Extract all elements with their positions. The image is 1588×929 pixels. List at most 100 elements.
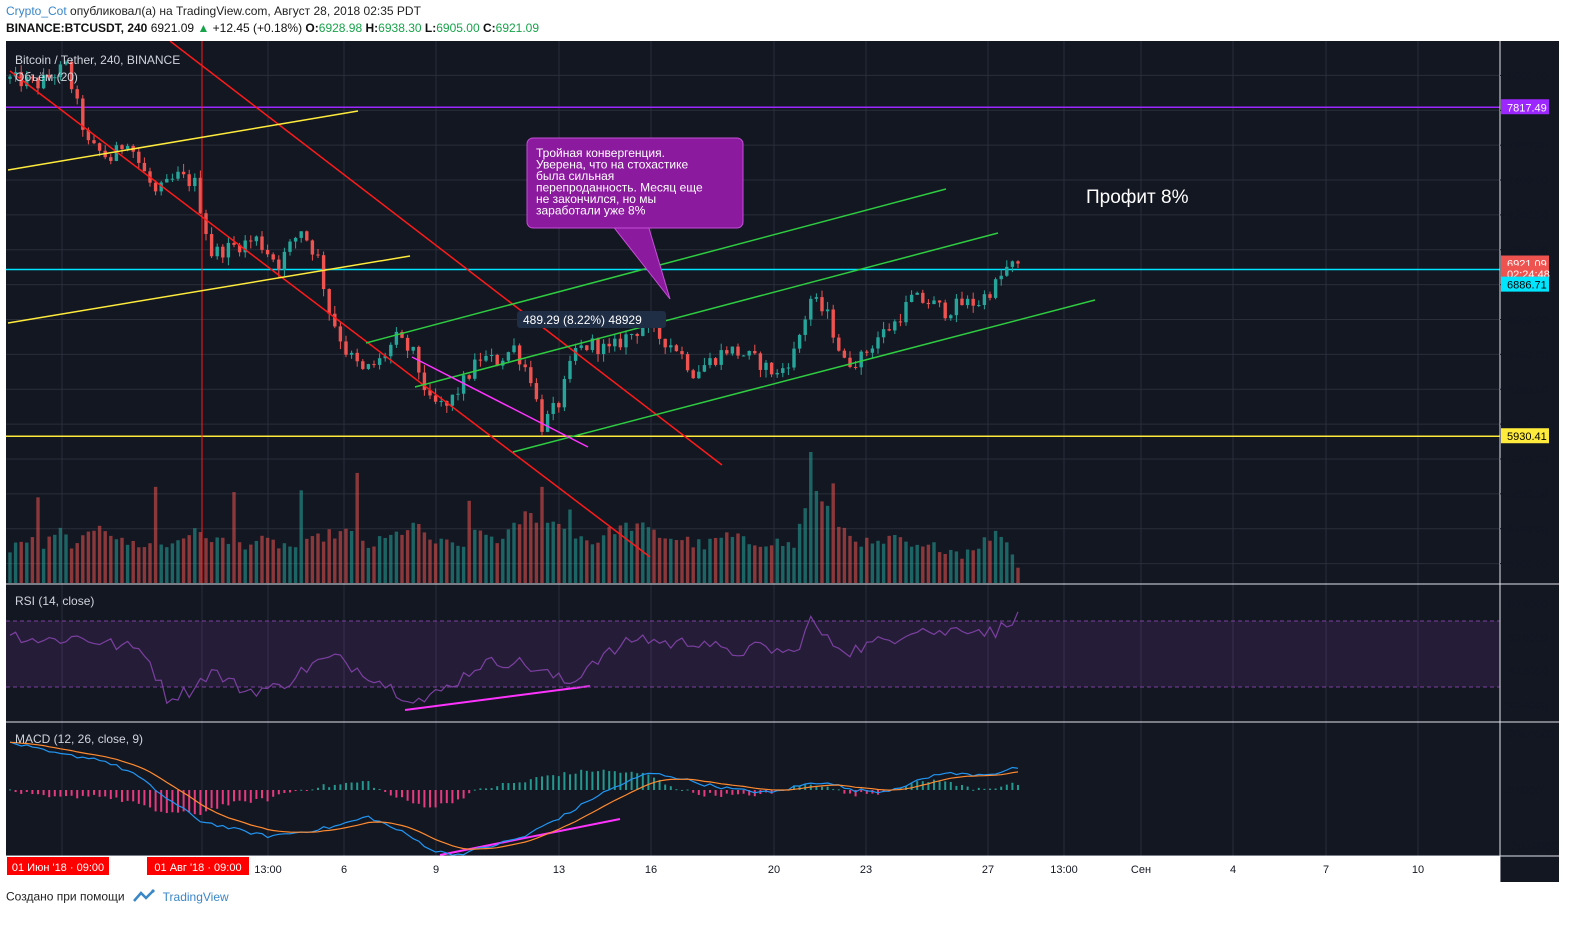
candle — [456, 387, 460, 401]
volume-bar — [226, 543, 231, 583]
change-arrow-icon: ▲ — [197, 21, 210, 35]
volume-bar — [53, 534, 57, 583]
publish-line: Crypto_Cot опубликовал(а) на TradingView… — [6, 4, 421, 18]
candle — [814, 293, 819, 302]
candle — [120, 144, 124, 155]
candle — [265, 244, 270, 258]
volume-bar — [993, 530, 998, 583]
candle — [271, 252, 275, 263]
macd-hist-bar — [608, 771, 611, 790]
macd-hist-bar — [669, 786, 672, 790]
macd-hist-bar — [994, 788, 997, 790]
macd-hist-bar — [1000, 786, 1003, 790]
macd-hist-bar — [457, 790, 459, 800]
volume-bar — [585, 540, 589, 583]
volume-bar — [758, 546, 763, 583]
macd-hist-bar — [865, 790, 868, 794]
change-value: +12.45 (+0.18%) — [212, 21, 303, 35]
tradingview-logo-icon[interactable] — [132, 889, 157, 906]
macd-hist-bar — [681, 789, 683, 791]
macd-hist-bar — [14, 790, 17, 793]
price-tick-label: 8000.00 — [1508, 70, 1548, 82]
volume-bar — [148, 543, 152, 583]
red-channel-upper — [169, 41, 723, 466]
macd-hist-bar — [154, 790, 157, 812]
macd-hist-bar — [238, 790, 241, 801]
candle — [904, 295, 908, 326]
macd-hist-bar — [1017, 784, 1019, 790]
price-tick-label: 5600.00 — [1508, 489, 1548, 501]
rsi-tick-label: 20.0000 — [1508, 699, 1548, 711]
callout-line: Уверена, что на стохастике — [536, 158, 688, 172]
footer-brand-link[interactable]: TradingView — [162, 889, 229, 904]
volume-bar — [988, 540, 992, 583]
volume-bar — [932, 542, 936, 583]
macd-hist-bar — [244, 790, 247, 802]
candle — [204, 209, 208, 241]
candle — [719, 343, 723, 371]
author-link[interactable]: Crypto_Cot — [6, 4, 67, 18]
macd-hist-bar — [266, 790, 269, 802]
volume-bar — [814, 490, 819, 583]
candle — [680, 346, 684, 360]
macd-hist-bar — [569, 774, 571, 790]
macd-hist-bar — [160, 790, 163, 812]
macd-hist-bar — [76, 790, 79, 799]
candle — [523, 359, 527, 372]
candle — [865, 349, 869, 357]
candle — [215, 243, 219, 260]
volume-bar — [512, 522, 516, 583]
volume-bar — [736, 533, 740, 583]
volume-bar — [719, 537, 723, 583]
macd-hist-bar — [737, 790, 739, 795]
volume-bar — [881, 543, 886, 583]
price-badge-text: 5930.41 — [1507, 431, 1547, 443]
macd-histogram — [9, 769, 1019, 815]
macd-hist-bar — [709, 790, 711, 793]
time-tick-label: 13:00 — [1050, 864, 1078, 876]
green-channel-middle — [414, 232, 999, 388]
macd-hist-bar — [294, 790, 297, 791]
candle — [478, 352, 483, 367]
macd-hist-bar — [602, 769, 605, 790]
volume-bar — [372, 546, 376, 583]
volume-bar — [439, 538, 443, 583]
macd-hist-bar — [933, 779, 935, 790]
volume-bar — [551, 521, 555, 583]
volume-bar — [1010, 554, 1015, 583]
volume-bar — [540, 486, 544, 583]
macd-hist-bar — [25, 790, 28, 792]
volume-bar — [58, 527, 63, 583]
volume-bar — [299, 490, 303, 583]
candle — [999, 269, 1003, 286]
candle — [109, 154, 113, 165]
volume-bar — [568, 509, 572, 583]
candle — [254, 235, 259, 246]
candle — [713, 357, 718, 367]
volume-bar — [181, 538, 186, 583]
volume-bar — [193, 528, 197, 583]
volume-bar — [69, 548, 74, 583]
volume-bar — [293, 547, 298, 583]
price-chart[interactable]: Тройная конвергенция.Уверена, что на сто… — [0, 41, 1588, 883]
volume-bar — [355, 472, 359, 583]
macd-hist-bar — [742, 790, 745, 794]
time-tick-label: 4 — [1230, 864, 1236, 876]
volume-bar — [618, 525, 623, 583]
candle — [41, 68, 46, 90]
volume-bar — [820, 501, 824, 583]
macd-hist-bar — [490, 788, 493, 790]
macd-hist-bar — [625, 772, 627, 790]
volume-bar — [965, 549, 970, 583]
macd-hist-bar — [574, 773, 577, 790]
volume-bar — [120, 537, 124, 583]
volume-bar — [730, 536, 735, 583]
macd-hist-bar — [1011, 782, 1014, 790]
candle — [411, 346, 415, 354]
footer-text: Создано при помощи — [6, 889, 125, 904]
macd-hist-bar — [126, 790, 129, 801]
candle — [506, 351, 511, 364]
macd-hist-bar — [277, 790, 280, 795]
macd-hist-bar — [305, 790, 308, 791]
volume-bar — [680, 540, 684, 583]
